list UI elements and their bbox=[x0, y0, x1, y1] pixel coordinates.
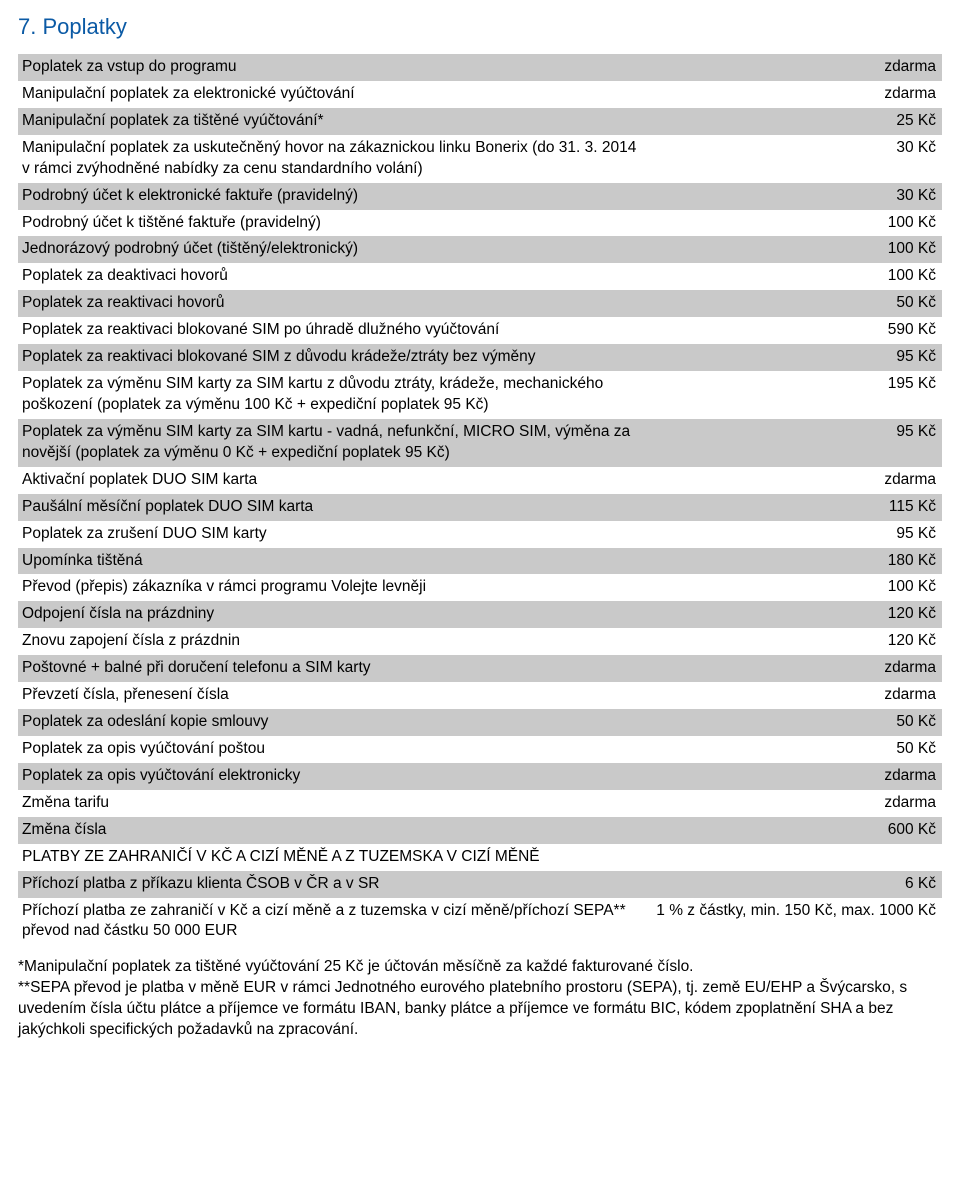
fee-label: Poplatek za reaktivaci blokované SIM po … bbox=[18, 317, 652, 344]
fee-value: 100 Kč bbox=[652, 574, 942, 601]
fee-value: zdarma bbox=[652, 682, 942, 709]
fee-label: Odpojení čísla na prázdniny bbox=[18, 601, 652, 628]
footnote-line: *Manipulační poplatek za tištěné vyúčtov… bbox=[18, 957, 942, 978]
fee-label: Převzetí čísla, přenesení čísla bbox=[18, 682, 652, 709]
fee-value: 195 Kč bbox=[652, 371, 942, 419]
fee-value: 50 Kč bbox=[652, 290, 942, 317]
fee-label: Znovu zapojení čísla z prázdnin bbox=[18, 628, 652, 655]
table-row: Převzetí čísla, přenesení číslazdarma bbox=[18, 682, 942, 709]
fee-value: 30 Kč bbox=[652, 183, 942, 210]
fee-value: zdarma bbox=[652, 81, 942, 108]
table-row: Poplatek za reaktivaci hovorů50 Kč bbox=[18, 290, 942, 317]
table-row: Aktivační poplatek DUO SIM kartazdarma bbox=[18, 467, 942, 494]
table-row: Příchozí platba ze zahraničí v Kč a cizí… bbox=[18, 898, 942, 946]
table-row: Poplatek za reaktivaci blokované SIM po … bbox=[18, 317, 942, 344]
fee-label: Poplatek za vstup do programu bbox=[18, 54, 652, 81]
table-row: Poplatek za výměnu SIM karty za SIM kart… bbox=[18, 371, 942, 419]
fee-value: 100 Kč bbox=[652, 210, 942, 237]
fee-label: Poplatek za opis vyúčtování poštou bbox=[18, 736, 652, 763]
fee-value: 100 Kč bbox=[652, 236, 942, 263]
fee-label: Poplatek za reaktivaci blokované SIM z d… bbox=[18, 344, 652, 371]
table-row: Poplatek za odeslání kopie smlouvy50 Kč bbox=[18, 709, 942, 736]
fee-value: 590 Kč bbox=[652, 317, 942, 344]
fee-label: Jednorázový podrobný účet (tištěný/elekt… bbox=[18, 236, 652, 263]
fee-value: 50 Kč bbox=[652, 709, 942, 736]
fee-value: zdarma bbox=[652, 467, 942, 494]
table-row: Poplatek za opis vyúčtování elektronicky… bbox=[18, 763, 942, 790]
fee-label: Manipulační poplatek za tištěné vyúčtová… bbox=[18, 108, 652, 135]
table-row: Znovu zapojení čísla z prázdnin120 Kč bbox=[18, 628, 942, 655]
fees-table: Poplatek za vstup do programuzdarmaManip… bbox=[18, 54, 942, 945]
table-row: Změna tarifuzdarma bbox=[18, 790, 942, 817]
table-row: Poštovné + balné při doručení telefonu a… bbox=[18, 655, 942, 682]
table-row: Manipulační poplatek za elektronické vyú… bbox=[18, 81, 942, 108]
table-row: Převod (přepis) zákazníka v rámci progra… bbox=[18, 574, 942, 601]
fee-value: 600 Kč bbox=[652, 817, 942, 844]
fee-value: 6 Kč bbox=[652, 871, 942, 898]
table-row: Manipulační poplatek za tištěné vyúčtová… bbox=[18, 108, 942, 135]
fee-label: Podrobný účet k tištěné faktuře (pravide… bbox=[18, 210, 652, 237]
fee-label: Aktivační poplatek DUO SIM karta bbox=[18, 467, 652, 494]
fee-value: zdarma bbox=[652, 790, 942, 817]
fee-label: Poplatek za deaktivaci hovorů bbox=[18, 263, 652, 290]
table-row: Upomínka tištěná180 Kč bbox=[18, 548, 942, 575]
fee-label: Paušální měsíční poplatek DUO SIM karta bbox=[18, 494, 652, 521]
fee-label: Převod (přepis) zákazníka v rámci progra… bbox=[18, 574, 652, 601]
fee-label: Poplatek za reaktivaci hovorů bbox=[18, 290, 652, 317]
fee-label: Manipulační poplatek za uskutečněný hovo… bbox=[18, 135, 652, 183]
table-row: Poplatek za výměnu SIM karty za SIM kart… bbox=[18, 419, 942, 467]
fee-label: Změna čísla bbox=[18, 817, 652, 844]
table-row: Příchozí platba z příkazu klienta ČSOB v… bbox=[18, 871, 942, 898]
fee-label: Poplatek za opis vyúčtování elektronicky bbox=[18, 763, 652, 790]
fee-value: 30 Kč bbox=[652, 135, 942, 183]
fee-label: Poštovné + balné při doručení telefonu a… bbox=[18, 655, 652, 682]
fee-value: zdarma bbox=[652, 54, 942, 81]
fee-value: 95 Kč bbox=[652, 521, 942, 548]
table-row: Poplatek za vstup do programuzdarma bbox=[18, 54, 942, 81]
table-row: Poplatek za deaktivaci hovorů100 Kč bbox=[18, 263, 942, 290]
fee-value: 115 Kč bbox=[652, 494, 942, 521]
table-row: Podrobný účet k elektronické faktuře (pr… bbox=[18, 183, 942, 210]
fee-label: Příchozí platba z příkazu klienta ČSOB v… bbox=[18, 871, 652, 898]
fee-label: Poplatek za výměnu SIM karty za SIM kart… bbox=[18, 419, 652, 467]
fee-label: Upomínka tištěná bbox=[18, 548, 652, 575]
fee-value: 95 Kč bbox=[652, 419, 942, 467]
table-row: Manipulační poplatek za uskutečněný hovo… bbox=[18, 135, 942, 183]
fee-value bbox=[652, 844, 942, 871]
table-row: PLATBY ZE ZAHRANIČÍ V KČ A CIZÍ MĚNĚ A Z… bbox=[18, 844, 942, 871]
fee-value: zdarma bbox=[652, 763, 942, 790]
fee-value: 1 % z částky, min. 150 Kč, max. 1000 Kč bbox=[652, 898, 942, 946]
fee-value: 100 Kč bbox=[652, 263, 942, 290]
fee-value: 25 Kč bbox=[652, 108, 942, 135]
table-row: Podrobný účet k tištěné faktuře (pravide… bbox=[18, 210, 942, 237]
fee-label: Manipulační poplatek za elektronické vyú… bbox=[18, 81, 652, 108]
table-row: Paušální měsíční poplatek DUO SIM karta1… bbox=[18, 494, 942, 521]
fee-label: Poplatek za zrušení DUO SIM karty bbox=[18, 521, 652, 548]
section-heading: 7. Poplatky bbox=[18, 14, 942, 40]
fee-value: 180 Kč bbox=[652, 548, 942, 575]
fee-value: 50 Kč bbox=[652, 736, 942, 763]
fee-label: PLATBY ZE ZAHRANIČÍ V KČ A CIZÍ MĚNĚ A Z… bbox=[18, 844, 652, 871]
table-row: Odpojení čísla na prázdniny120 Kč bbox=[18, 601, 942, 628]
footnote-line: **SEPA převod je platba v měně EUR v rám… bbox=[18, 978, 942, 1041]
table-row: Změna čísla600 Kč bbox=[18, 817, 942, 844]
footnotes-block: *Manipulační poplatek za tištěné vyúčtov… bbox=[18, 957, 942, 1041]
fee-label: Podrobný účet k elektronické faktuře (pr… bbox=[18, 183, 652, 210]
table-row: Poplatek za opis vyúčtování poštou50 Kč bbox=[18, 736, 942, 763]
fee-value: 95 Kč bbox=[652, 344, 942, 371]
fee-label: Příchozí platba ze zahraničí v Kč a cizí… bbox=[18, 898, 652, 946]
table-row: Poplatek za reaktivaci blokované SIM z d… bbox=[18, 344, 942, 371]
table-row: Poplatek za zrušení DUO SIM karty95 Kč bbox=[18, 521, 942, 548]
fee-label: Poplatek za odeslání kopie smlouvy bbox=[18, 709, 652, 736]
fee-label: Poplatek za výměnu SIM karty za SIM kart… bbox=[18, 371, 652, 419]
fee-value: 120 Kč bbox=[652, 628, 942, 655]
fee-value: zdarma bbox=[652, 655, 942, 682]
table-row: Jednorázový podrobný účet (tištěný/elekt… bbox=[18, 236, 942, 263]
fee-label: Změna tarifu bbox=[18, 790, 652, 817]
fee-value: 120 Kč bbox=[652, 601, 942, 628]
